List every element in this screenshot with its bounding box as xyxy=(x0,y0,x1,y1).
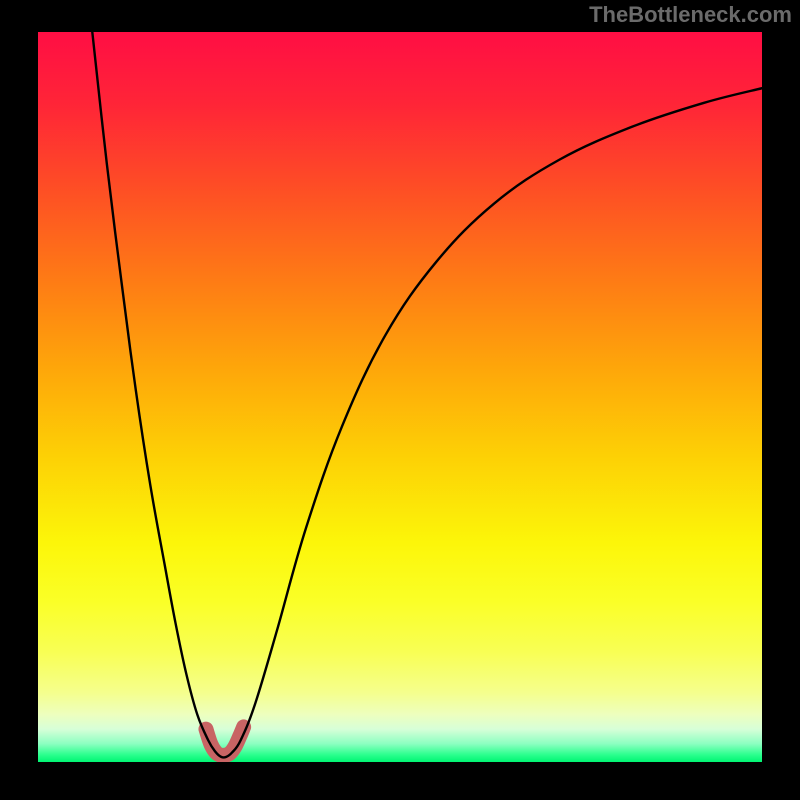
chart-frame: TheBottleneck.com xyxy=(0,0,800,800)
bottleneck-chart xyxy=(38,32,762,762)
plot-area xyxy=(38,32,762,762)
watermark-text: TheBottleneck.com xyxy=(589,2,792,28)
chart-background xyxy=(38,32,762,762)
